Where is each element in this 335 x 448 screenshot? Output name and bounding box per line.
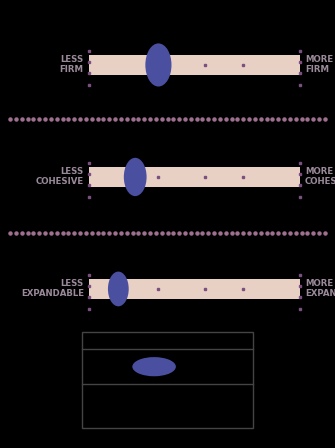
Bar	[89, 55, 300, 75]
Text: LESS
FIRM: LESS FIRM	[60, 56, 84, 74]
Ellipse shape	[124, 158, 147, 196]
Text: MORE
FIRM: MORE FIRM	[305, 56, 333, 74]
Bar	[89, 279, 300, 299]
Ellipse shape	[132, 357, 176, 376]
Text: LESS
EXPANDABLE: LESS EXPANDABLE	[21, 280, 84, 298]
Text: MORE
COHESIVE: MORE COHESIVE	[305, 168, 335, 186]
Text: LESS
COHESIVE: LESS COHESIVE	[36, 168, 84, 186]
Text: MORE
EXPANDABLE: MORE EXPANDABLE	[305, 280, 335, 298]
Ellipse shape	[108, 271, 129, 306]
Bar	[82, 332, 253, 428]
Ellipse shape	[145, 43, 172, 86]
Bar	[89, 167, 300, 187]
